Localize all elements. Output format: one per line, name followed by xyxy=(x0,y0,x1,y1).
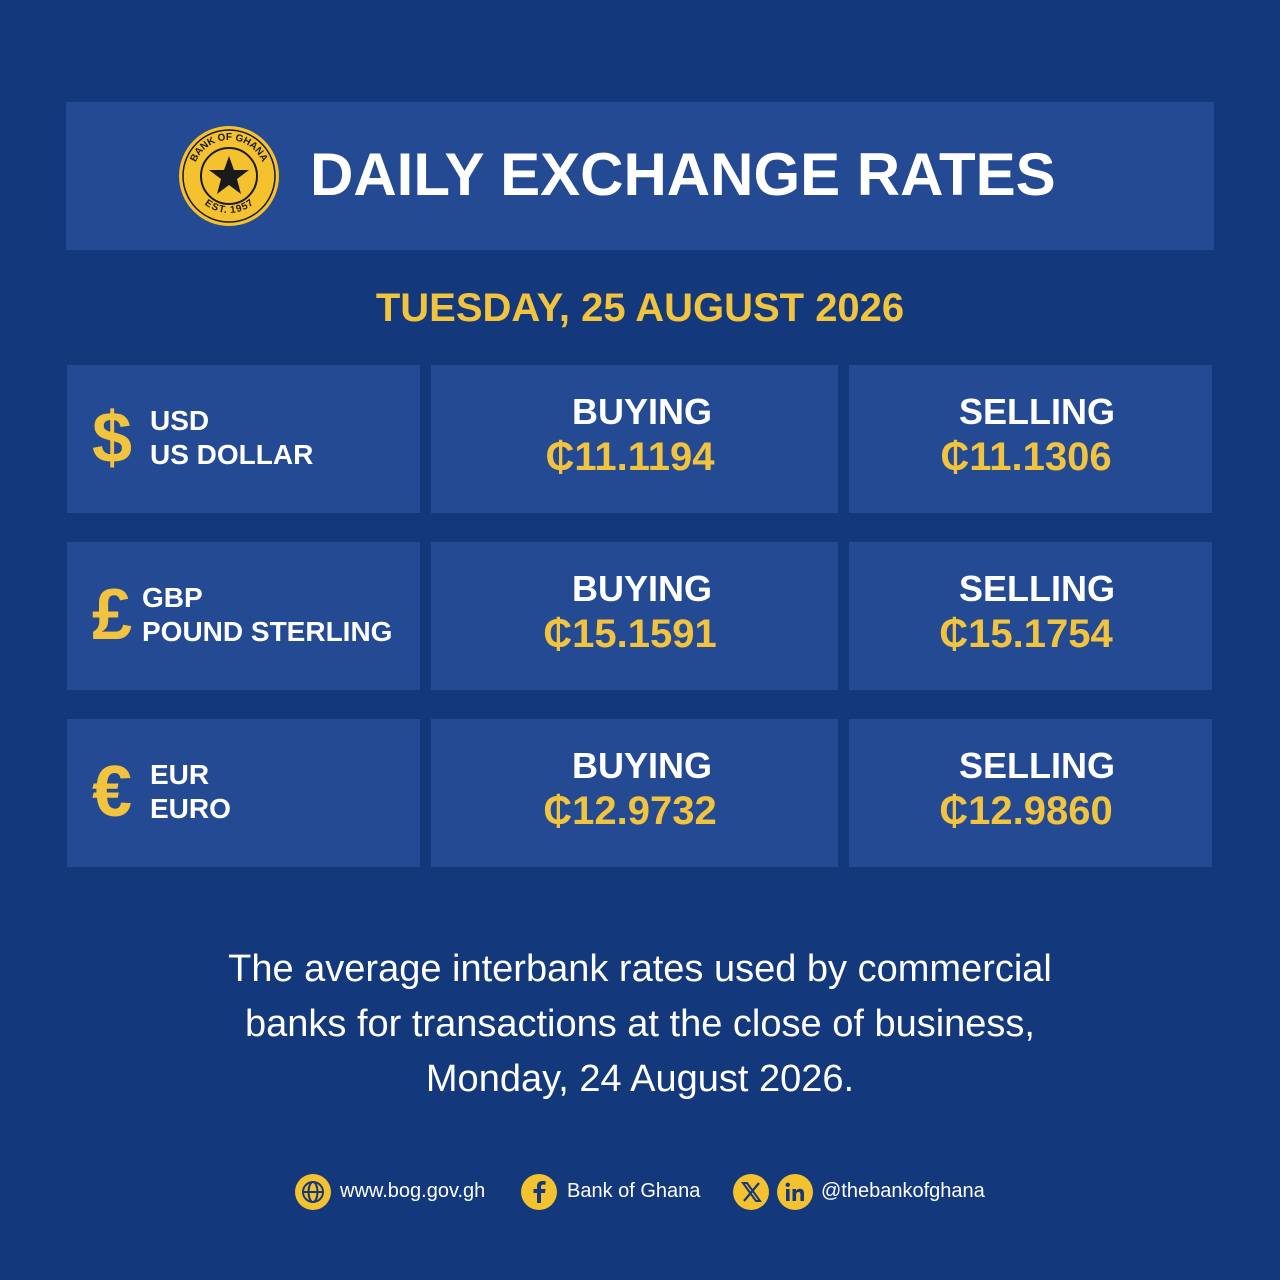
selling-label: SELLING xyxy=(958,391,1115,432)
selling-label: SELLING xyxy=(958,568,1115,609)
buying-cell xyxy=(431,719,838,867)
x-icon xyxy=(733,1174,769,1210)
buying-label: BUYING xyxy=(571,745,712,786)
currency-code: USD xyxy=(150,405,210,436)
currency-cell xyxy=(67,542,420,690)
currency-name: POUND STERLING xyxy=(142,616,393,647)
logo: BANK OF GHANA EST. 1957 xyxy=(179,126,279,226)
buying-rate: ₵12.9732 xyxy=(543,789,717,833)
website-link[interactable]: www.bog.gov.gh xyxy=(340,1180,486,1202)
selling-cell xyxy=(849,719,1212,867)
currency-cell xyxy=(67,719,420,867)
facebook-icon xyxy=(521,1174,557,1210)
globe-icon xyxy=(295,1174,331,1210)
currency-code: EUR xyxy=(150,759,210,790)
buying-label: BUYING xyxy=(571,568,712,609)
currency-name: EURO xyxy=(150,793,231,824)
buying-label: BUYING xyxy=(571,391,712,432)
selling-rate: ₵11.1306 xyxy=(940,435,1112,479)
buying-rate: ₵15.1591 xyxy=(543,612,717,656)
currency-symbol: € xyxy=(92,752,133,832)
selling-cell xyxy=(849,542,1212,690)
selling-label: SELLING xyxy=(958,745,1115,786)
selling-rate: ₵15.1754 xyxy=(939,612,1113,656)
buying-rate: ₵11.1194 xyxy=(545,435,715,479)
note-line: banks for transactions at the close of b… xyxy=(245,1003,1035,1045)
buying-cell xyxy=(431,365,838,513)
facebook-link[interactable]: Bank of Ghana xyxy=(567,1180,701,1202)
currency-symbol: $ xyxy=(92,398,133,478)
note-line: The average interbank rates used by comm… xyxy=(228,948,1052,990)
logo-inner-ring xyxy=(200,147,258,205)
currency-name: US DOLLAR xyxy=(150,439,314,470)
logo-star xyxy=(209,156,249,194)
logo-ring xyxy=(182,129,276,223)
currency-symbol: £ xyxy=(92,575,133,655)
linkedin-icon xyxy=(777,1174,813,1210)
title: DAILY EXCHANGE RATES xyxy=(310,141,1056,208)
date: TUESDAY, 25 AUGUST 2026 xyxy=(375,286,905,330)
currency-cell xyxy=(67,365,420,513)
currency-code: GBP xyxy=(142,582,203,613)
selling-cell xyxy=(849,365,1212,513)
buying-cell xyxy=(431,542,838,690)
selling-rate: ₵12.9860 xyxy=(939,789,1113,833)
social-handle[interactable]: @thebankofghana xyxy=(821,1180,985,1202)
note-line: Monday, 24 August 2026. xyxy=(425,1058,855,1100)
